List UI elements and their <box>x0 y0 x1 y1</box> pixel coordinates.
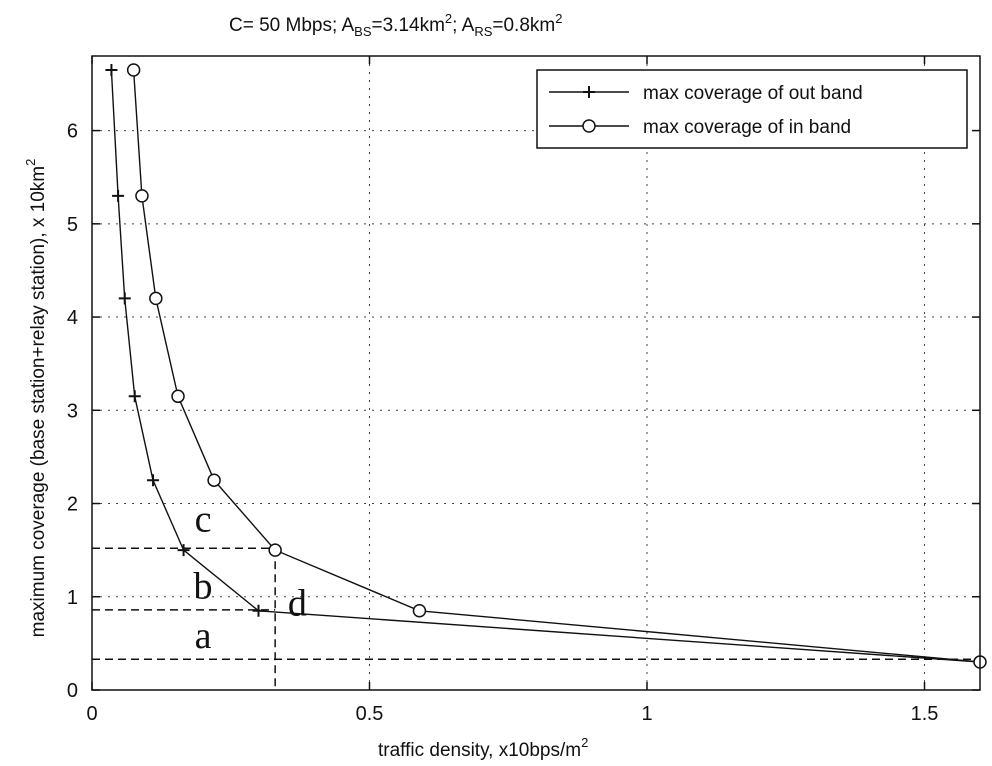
legend-item-1: max coverage of out band <box>549 83 863 104</box>
plot-frame <box>91 55 981 691</box>
title-sep: ; A <box>452 15 475 36</box>
circle-marker <box>171 389 185 404</box>
y-tick-label: 3 <box>67 400 78 422</box>
circle-marker <box>268 543 282 557</box>
tick-marks <box>91 56 980 691</box>
circle-marker <box>582 119 596 133</box>
grid <box>92 56 980 690</box>
y-tick-label: 1 <box>67 587 78 609</box>
legend-box <box>536 69 968 149</box>
annotation-c: c <box>195 499 212 541</box>
title-rs-sub: RS <box>474 24 492 39</box>
circle-marker <box>207 473 221 487</box>
plus-marker <box>177 544 190 557</box>
legend-label: max coverage of in band <box>643 117 851 138</box>
legend-item-2: max coverage of in band <box>549 117 851 138</box>
x-axis-label: traffic density, x10bps/m2 <box>378 735 588 761</box>
x-tick-label: 1 <box>641 703 652 725</box>
title-rs-sup: 2 <box>555 11 562 26</box>
title-rs-val: =0.8km <box>492 15 555 36</box>
y-axis-label: maximum coverage (base station+relay sta… <box>23 159 49 638</box>
plus-marker <box>252 604 265 617</box>
x-axis-label-sup: 2 <box>581 735 588 750</box>
series-2 <box>126 63 987 669</box>
legend: max coverage of out band max coverage of … <box>536 69 968 149</box>
y-tick-label: 4 <box>67 307 78 329</box>
annotations: cb d a <box>194 499 307 658</box>
y-tick-label: 5 <box>67 214 78 236</box>
series-group <box>105 63 987 669</box>
title-bs-val: =3.14km <box>372 15 445 36</box>
tick-labels: 0 0.5 1 1.5 0 1 2 3 4 5 6 <box>67 121 939 725</box>
circle-marker <box>126 63 141 77</box>
x-tick-label: 0 <box>86 703 97 725</box>
plus-marker <box>105 63 118 76</box>
series-1 <box>105 63 986 669</box>
x-tick-label: 0.5 <box>356 703 384 725</box>
y-tick-label: 6 <box>67 121 78 143</box>
y-tick-label: 0 <box>67 680 78 702</box>
legend-label: max coverage of out band <box>643 83 863 104</box>
reference-lines <box>92 547 980 690</box>
annotation-d: d <box>288 582 307 624</box>
y-tick-label: 2 <box>67 494 78 516</box>
y-axis-label-sup: 2 <box>23 159 38 166</box>
circle-marker <box>149 291 163 306</box>
plus-marker <box>118 292 131 305</box>
annotation-b: b <box>194 566 213 608</box>
title-bs-sub: BS <box>354 24 372 39</box>
chart-title: C= 50 Mbps; ABS=3.14km2; ARS=0.8km2 <box>229 11 562 39</box>
title-bs-sup: 2 <box>445 11 452 26</box>
x-tick-label: 1.5 <box>911 703 939 725</box>
series-line <box>132 69 981 663</box>
y-axis-label-text: maximum coverage (base station+relay sta… <box>28 166 49 638</box>
title-main: C= 50 Mbps; A <box>229 15 354 36</box>
circle-marker <box>412 604 427 618</box>
plus-marker <box>112 189 125 202</box>
series-line <box>110 69 981 663</box>
x-axis-label-text: traffic density, x10bps/m <box>378 740 581 761</box>
plus-marker <box>128 390 141 403</box>
circle-marker <box>135 189 149 203</box>
plus-marker <box>147 474 160 487</box>
annotation-a: a <box>195 615 212 657</box>
plus-marker <box>583 86 595 98</box>
